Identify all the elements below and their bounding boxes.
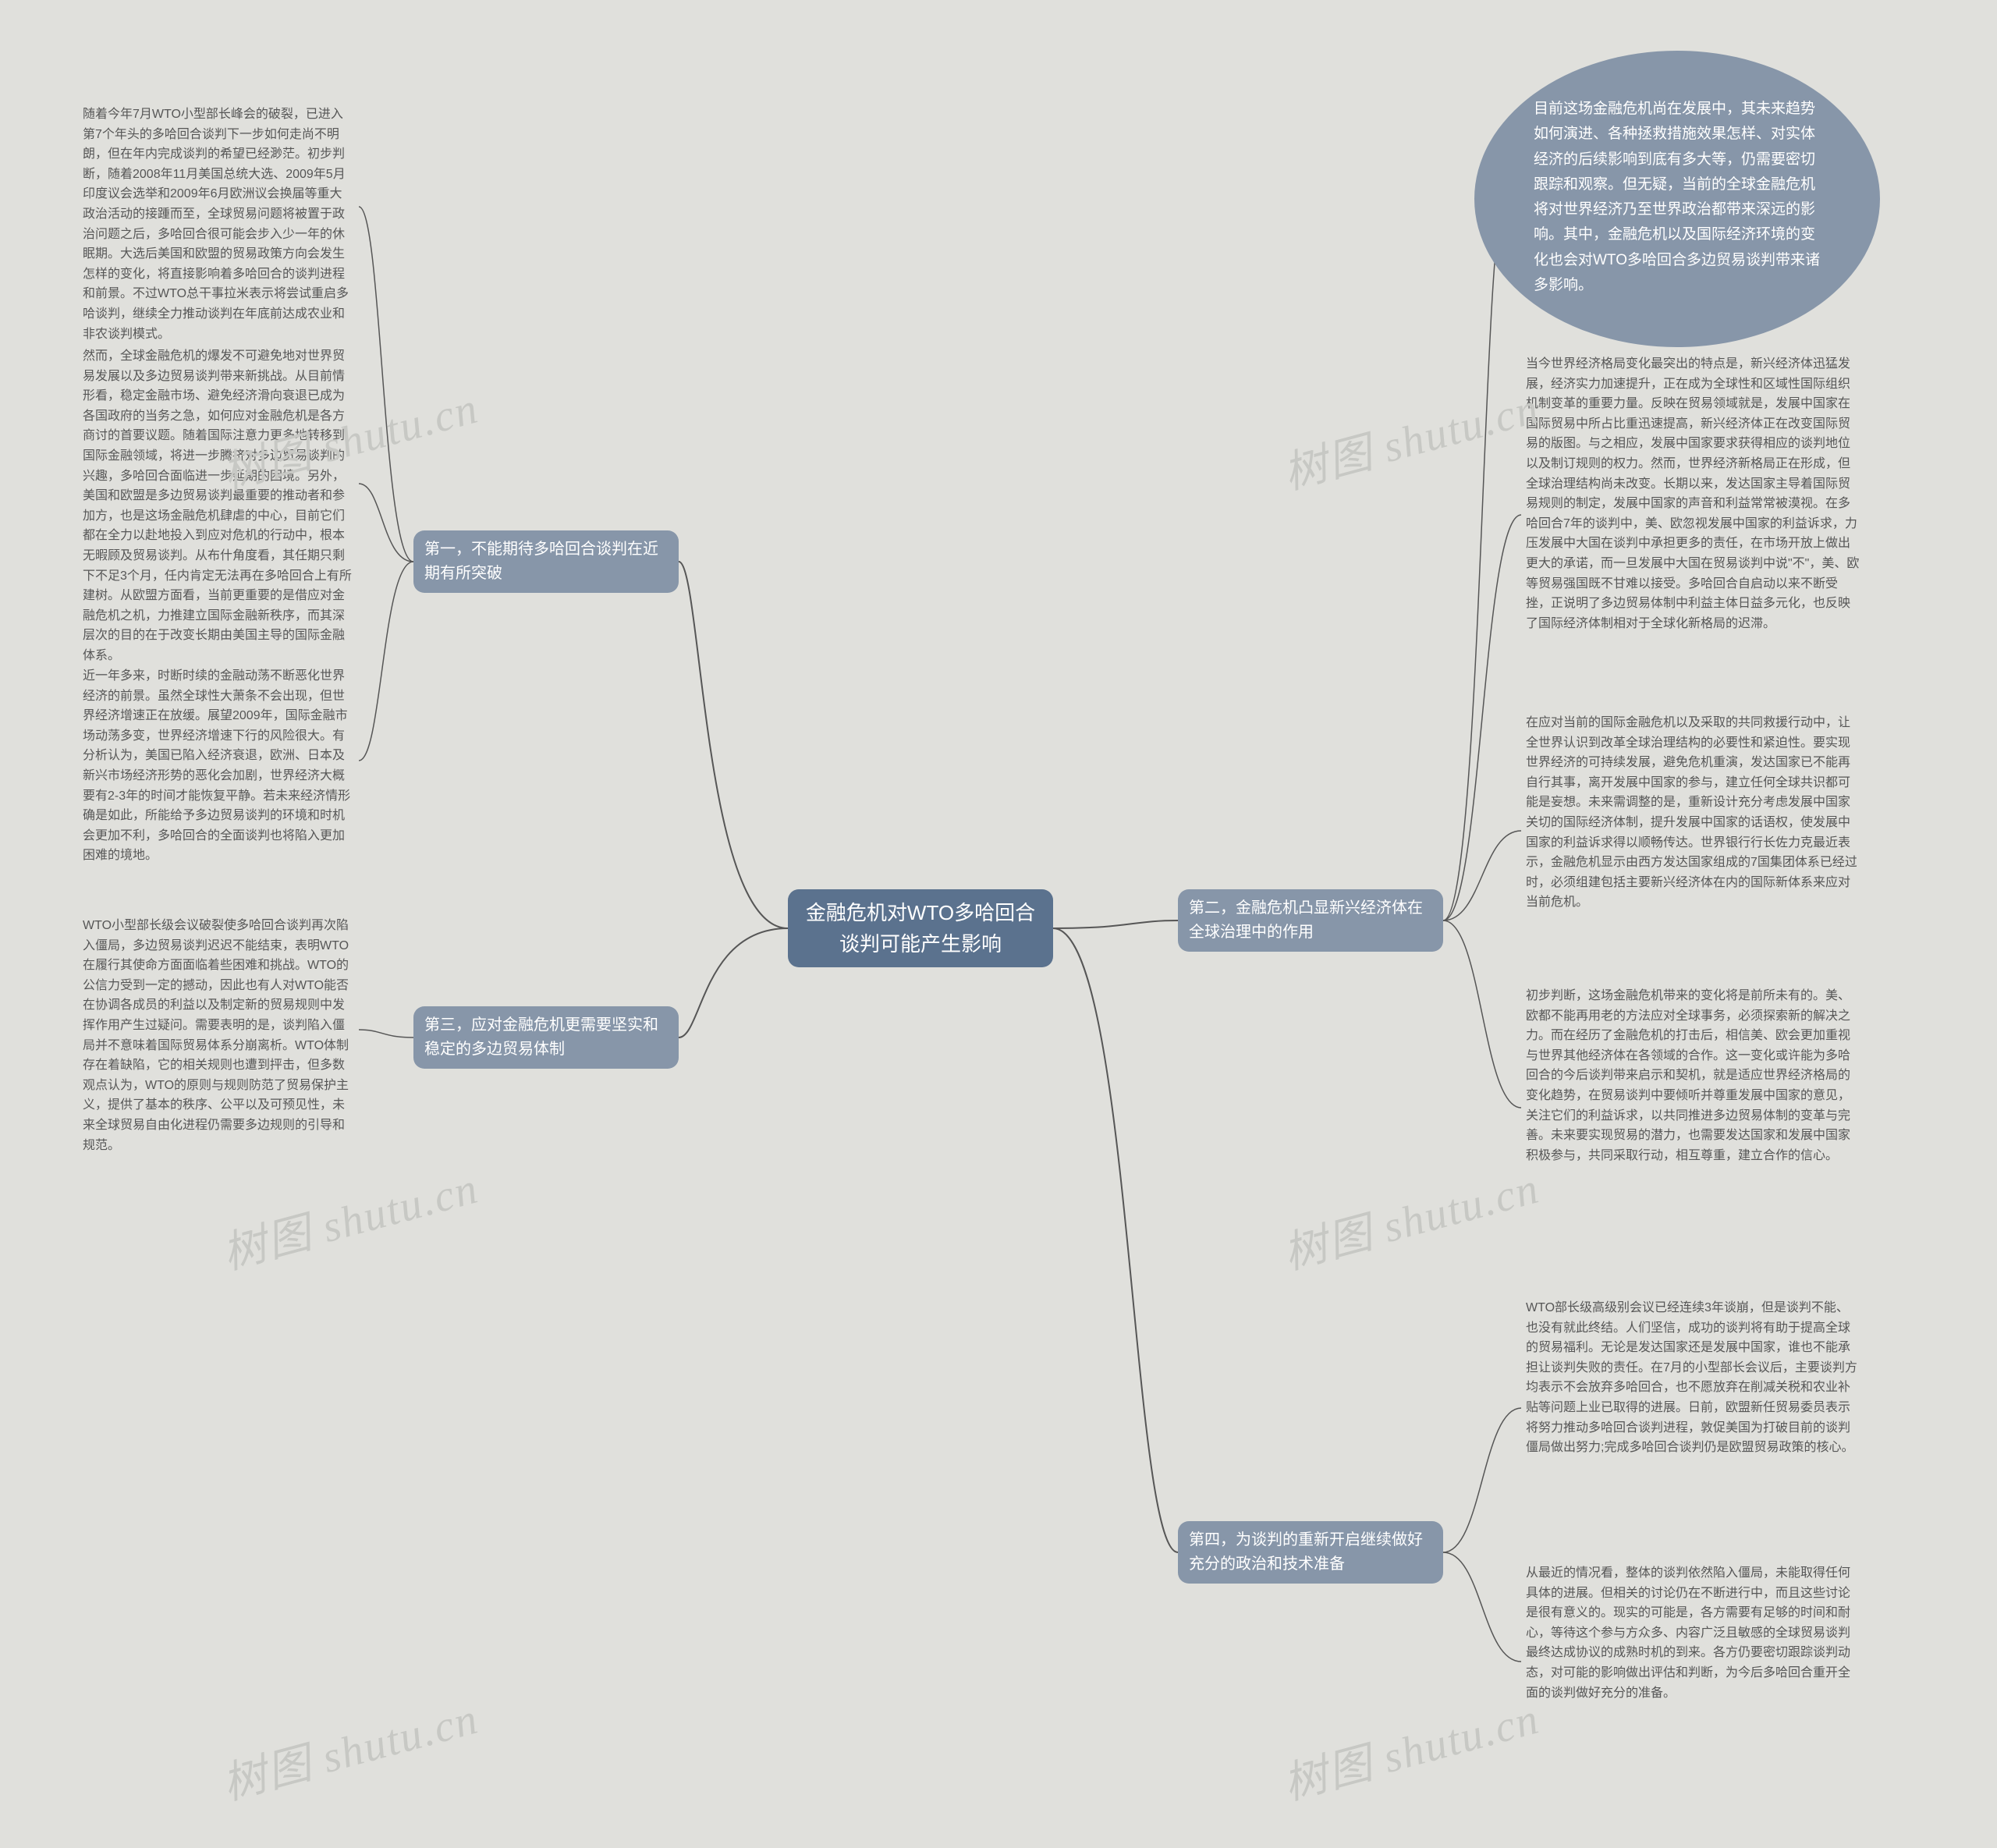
leaf-l4-0: WTO部长级高级别会议已经连续3年谈崩，但是谈判不能、也没有就此终结。人们坚信，… xyxy=(1521,1295,1864,1461)
leaf-r1-1: 然而，全球金融危机的爆发不可避免地对世界贸易发展以及多边贸易谈判带来新挑战。从目… xyxy=(78,343,359,669)
watermark: 树图 shutu.cn xyxy=(215,1153,484,1282)
branch-l4[interactable]: 第四，为谈判的重新开启继续做好充分的政治和技术准备 xyxy=(1178,1521,1443,1584)
leaf-l2-3: 初步判断，这场金融危机带来的变化将是前所未有的。美、欧都不能再用老的方法应对全球… xyxy=(1521,983,1864,1169)
leaf-l4-1-text: 从最近的情况看，整体的谈判依然陷入僵局，未能取得任何具体的进展。但相关的讨论仍在… xyxy=(1526,1563,1860,1703)
leaf-l2-0: 目前这场金融危机尚在发展中，其未来趋势如何演进、各种拯救措施效果怎样、对实体经济… xyxy=(1529,94,1825,301)
watermark: 树图 shutu.cn xyxy=(215,1683,484,1812)
leaf-l2-2: 在应对当前的国际金融危机以及采取的共同救援行动中，让全世界认识到改革全球治理结构… xyxy=(1521,710,1864,916)
leaf-r3-0-text: WTO小型部长级会议破裂使多哈回合谈判再次陷入僵局，多边贸易谈判迟迟不能结束，表… xyxy=(83,916,354,1155)
leaf-r1-0: 随着今年7月WTO小型部长峰会的破裂，已进入第7个年头的多哈回合谈判下一步如何走… xyxy=(78,101,359,347)
branch-l4-label: 第四，为谈判的重新开启继续做好充分的政治和技术准备 xyxy=(1189,1528,1432,1577)
branch-r3-label: 第三，应对金融危机更需要坚实和稳定的多边贸易体制 xyxy=(424,1013,668,1062)
watermark: 树图 shutu.cn xyxy=(1275,373,1545,502)
leaf-r3-0: WTO小型部长级会议破裂使多哈回合谈判再次陷入僵局，多边贸易谈判迟迟不能结束，表… xyxy=(78,913,359,1158)
watermark: 树图 shutu.cn xyxy=(1275,1153,1545,1282)
leaf-r1-0-text: 随着今年7月WTO小型部长峰会的破裂，已进入第7个年头的多哈回合谈判下一步如何走… xyxy=(83,105,354,344)
leaf-r1-1-text: 然而，全球金融危机的爆发不可避免地对世界贸易发展以及多边贸易谈判带来新挑战。从目… xyxy=(83,346,354,666)
leaf-l2-1-text: 当今世界经济格局变化最突出的特点是，新兴经济体迅猛发展，经济实力加速提升，正在成… xyxy=(1526,354,1860,633)
leaf-l2-1: 当今世界经济格局变化最突出的特点是，新兴经济体迅猛发展，经济实力加速提升，正在成… xyxy=(1521,351,1864,637)
leaf-l2-2-text: 在应对当前的国际金融危机以及采取的共同救援行动中，让全世界认识到改革全球治理结构… xyxy=(1526,713,1860,913)
leaf-l2-3-text: 初步判断，这场金融危机带来的变化将是前所未有的。美、欧都不能再用老的方法应对全球… xyxy=(1526,986,1860,1165)
center-node[interactable]: 金融危机对WTO多哈回合 谈判可能产生影响 xyxy=(788,889,1053,967)
branch-l2-label: 第二，金融危机凸显新兴经济体在全球治理中的作用 xyxy=(1189,896,1432,945)
leaf-r1-2-text: 近一年多来，时断时续的金融动荡不断恶化世界经济的前景。虽然全球性大萧条不会出现，… xyxy=(83,666,354,866)
watermark: 树图 shutu.cn xyxy=(1275,1683,1545,1812)
branch-r1[interactable]: 第一，不能期待多哈回合谈判在近期有所突破 xyxy=(413,530,679,593)
branch-r1-label: 第一，不能期待多哈回合谈判在近期有所突破 xyxy=(424,537,668,586)
center-label: 金融危机对WTO多哈回合 谈判可能产生影响 xyxy=(799,897,1042,960)
branch-l2[interactable]: 第二，金融危机凸显新兴经济体在全球治理中的作用 xyxy=(1178,889,1443,952)
branch-r3[interactable]: 第三，应对金融危机更需要坚实和稳定的多边贸易体制 xyxy=(413,1006,679,1069)
leaf-l2-0-text: 目前这场金融危机尚在发展中，其未来趋势如何演进、各种拯救措施效果怎样、对实体经济… xyxy=(1534,97,1821,298)
leaf-r1-2: 近一年多来，时断时续的金融动荡不断恶化世界经济的前景。虽然全球性大萧条不会出现，… xyxy=(78,663,359,869)
leaf-l4-0-text: WTO部长级高级别会议已经连续3年谈崩，但是谈判不能、也没有就此终结。人们坚信，… xyxy=(1526,1298,1860,1458)
leaf-l4-1: 从最近的情况看，整体的谈判依然陷入僵局，未能取得任何具体的进展。但相关的讨论仍在… xyxy=(1521,1560,1864,1706)
